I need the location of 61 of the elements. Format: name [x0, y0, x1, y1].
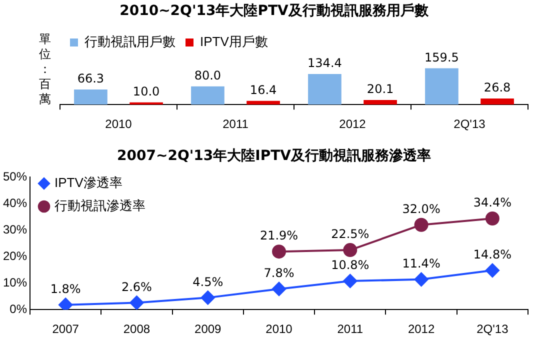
data-label: 159.5 — [424, 50, 459, 64]
bar — [364, 100, 397, 105]
data-label: 14.8% — [473, 248, 512, 262]
data-label: 1.8% — [50, 282, 81, 296]
point — [343, 274, 358, 288]
x-tick-label: 2007 — [52, 322, 80, 336]
point — [485, 212, 500, 226]
bar — [191, 86, 224, 105]
y-tick-label: 10% — [2, 275, 28, 290]
x-tick-label: 2012 — [408, 322, 435, 336]
x-tick-label: 2Q'13 — [476, 322, 509, 336]
point — [343, 243, 358, 258]
bar — [246, 100, 280, 105]
point — [272, 244, 286, 259]
data-label: 7.8% — [264, 266, 294, 280]
y-tick-label: 20% — [2, 248, 28, 263]
data-label: 10.0 — [132, 84, 160, 98]
y-tick-label: 50% — [2, 170, 28, 184]
y-axis-title: 單位：百萬 — [38, 32, 52, 107]
x-tick-label: 2008 — [123, 322, 150, 336]
data-label: 26.8 — [484, 80, 511, 95]
legend-label: 行動視訊滲透率 — [54, 198, 146, 214]
point — [130, 296, 144, 310]
data-label: 11.4% — [402, 256, 440, 271]
legend-label: IPTV滲透率 — [54, 175, 122, 190]
data-label: 66.3 — [77, 72, 104, 86]
y-tick-label: 40% — [2, 196, 28, 210]
data-label: 32.0% — [402, 202, 440, 216]
y-tick-label: 0% — [10, 302, 28, 316]
point — [414, 218, 428, 232]
x-tick-label: 2012 — [339, 117, 366, 132]
data-label: 21.9% — [260, 228, 298, 243]
data-label: 4.5% — [192, 274, 224, 289]
bar — [308, 74, 342, 105]
x-tick-label: 2010 — [105, 117, 132, 132]
point — [414, 272, 428, 286]
chart-title: 2007~2Q'13年大陸IPTV及行動視訊服務滲透率 — [116, 147, 432, 165]
point — [485, 263, 500, 278]
chart-title: 2010~2Q'13年大陸PTV及行動視訊服務用戶數 — [118, 2, 430, 20]
x-tick-label: 2010 — [266, 322, 293, 336]
data-label: 2.6% — [121, 280, 152, 294]
x-tick-label: 2009 — [194, 322, 222, 336]
point — [200, 290, 215, 305]
data-label: 80.0 — [194, 68, 222, 82]
x-tick-label: 2011 — [222, 117, 249, 132]
data-label: 34.4% — [473, 196, 512, 210]
x-tick-label: 2011 — [337, 322, 364, 336]
x-tick-label: 2Q'13 — [454, 117, 486, 132]
data-label: 134.4 — [308, 56, 342, 70]
y-tick-label: 30% — [2, 222, 28, 236]
bar — [480, 98, 514, 105]
point — [272, 282, 286, 296]
point — [58, 298, 73, 310]
legend-label: 行動視訊用戶數 — [84, 34, 176, 50]
bar — [425, 68, 458, 105]
legend-label: IPTV用戶數 — [200, 34, 268, 50]
data-label: 20.1 — [366, 82, 394, 96]
bar — [74, 89, 108, 105]
data-label: 22.5% — [331, 227, 370, 242]
data-label: 16.4 — [250, 82, 277, 97]
data-label: 10.8% — [331, 258, 370, 272]
